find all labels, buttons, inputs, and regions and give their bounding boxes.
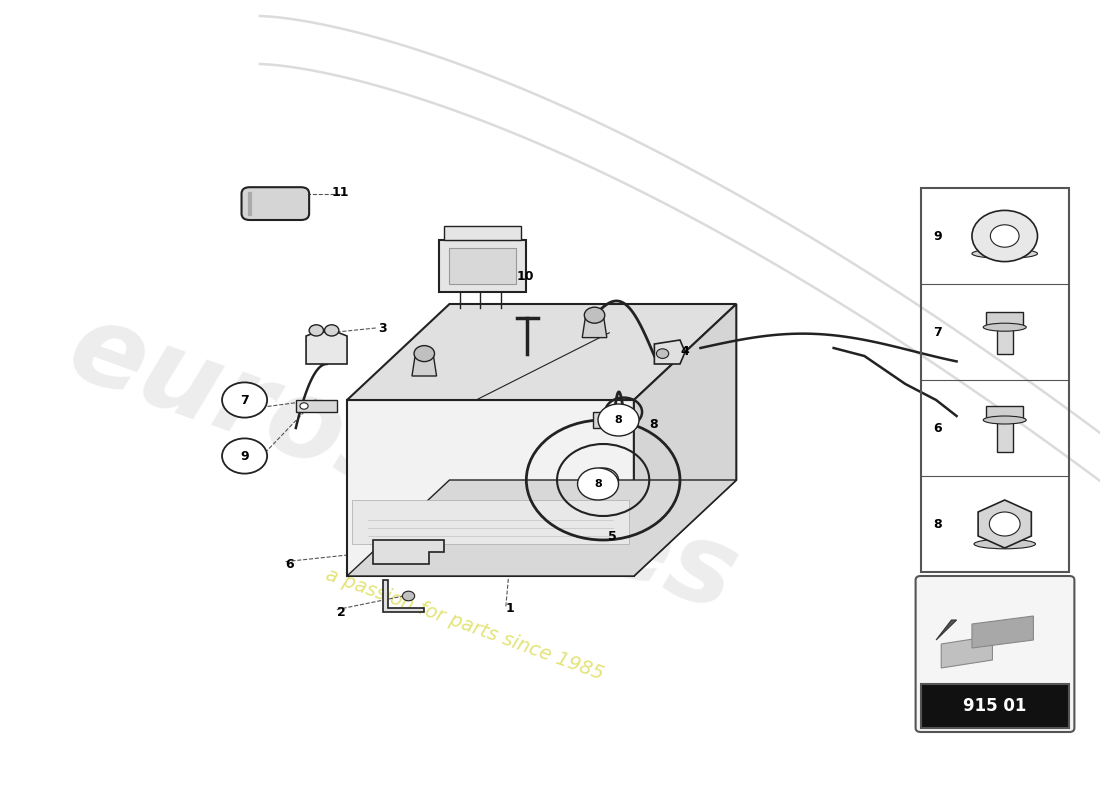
Polygon shape	[593, 412, 618, 428]
Bar	[444, 226, 521, 240]
Circle shape	[309, 325, 323, 336]
Polygon shape	[942, 636, 992, 668]
Circle shape	[403, 591, 415, 601]
Text: 3: 3	[377, 322, 386, 334]
Polygon shape	[306, 332, 346, 364]
Text: 915 01: 915 01	[964, 697, 1026, 715]
Polygon shape	[972, 616, 1033, 648]
Polygon shape	[383, 580, 424, 612]
Polygon shape	[634, 304, 736, 576]
Bar	[987, 406, 1023, 420]
Polygon shape	[373, 540, 444, 564]
Circle shape	[972, 210, 1037, 262]
Polygon shape	[296, 400, 337, 412]
Polygon shape	[412, 356, 437, 376]
Polygon shape	[936, 620, 957, 640]
Bar	[450, 248, 516, 284]
Circle shape	[300, 402, 308, 409]
Text: 9: 9	[933, 230, 942, 242]
Ellipse shape	[983, 323, 1026, 331]
FancyBboxPatch shape	[242, 187, 309, 220]
Text: 5: 5	[608, 530, 617, 542]
Ellipse shape	[983, 416, 1026, 424]
Circle shape	[657, 349, 669, 358]
Circle shape	[324, 325, 339, 336]
Polygon shape	[346, 400, 634, 576]
Text: 8: 8	[594, 479, 602, 489]
Circle shape	[587, 468, 618, 492]
Text: 6: 6	[286, 558, 294, 570]
Polygon shape	[654, 340, 685, 364]
Polygon shape	[352, 500, 629, 544]
Circle shape	[990, 225, 1019, 247]
Circle shape	[222, 382, 267, 418]
Text: 9: 9	[240, 450, 249, 462]
Polygon shape	[582, 318, 607, 338]
Text: 8: 8	[649, 418, 658, 430]
Circle shape	[578, 468, 618, 500]
Text: 4: 4	[680, 346, 689, 358]
Text: eurospares: eurospares	[55, 294, 751, 634]
Text: 7: 7	[240, 394, 249, 406]
FancyBboxPatch shape	[915, 576, 1075, 732]
Ellipse shape	[972, 249, 1037, 258]
Bar	[921, 684, 1069, 728]
Text: 11: 11	[332, 186, 349, 198]
Bar	[921, 188, 1069, 572]
Text: a passion for parts since 1985: a passion for parts since 1985	[323, 565, 606, 683]
Text: 2: 2	[337, 606, 345, 618]
Bar	[997, 326, 1013, 354]
Circle shape	[989, 512, 1020, 536]
Ellipse shape	[974, 539, 1035, 549]
Circle shape	[598, 404, 639, 436]
Text: 8: 8	[615, 415, 623, 425]
Polygon shape	[978, 500, 1032, 548]
Circle shape	[414, 346, 435, 362]
Text: 7: 7	[933, 326, 942, 338]
Polygon shape	[346, 480, 736, 576]
Bar	[987, 312, 1023, 326]
Polygon shape	[346, 304, 736, 400]
Text: 1: 1	[506, 602, 515, 614]
Text: 10: 10	[516, 270, 534, 282]
Text: 8: 8	[933, 518, 942, 530]
Circle shape	[222, 438, 267, 474]
Bar	[439, 240, 526, 292]
Circle shape	[584, 307, 605, 323]
Bar	[997, 420, 1013, 452]
Text: 6: 6	[933, 422, 942, 434]
